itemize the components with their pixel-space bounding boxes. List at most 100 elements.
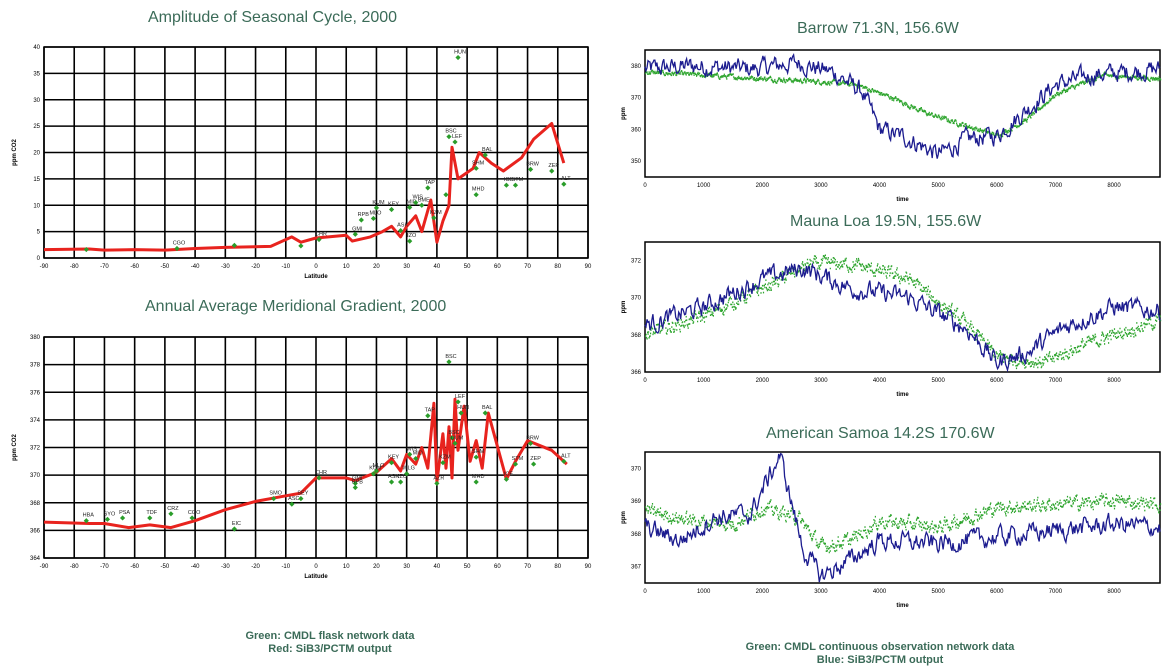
right-legend-note: Green: CMDL continuous observation netwo… xyxy=(700,641,1060,667)
y-tick-label: 370 xyxy=(631,296,642,302)
flask-point xyxy=(440,460,446,466)
y-tick-label: 35 xyxy=(33,71,40,77)
x-tick-label: -20 xyxy=(251,564,260,570)
flask-point xyxy=(168,511,174,517)
flask-point xyxy=(473,479,479,485)
x-axis-title: Latitude xyxy=(304,274,328,280)
flask-point xyxy=(370,215,377,222)
y-tick-label: 366 xyxy=(30,528,41,534)
x-tick-label: 20 xyxy=(373,264,380,270)
x-tick-label: -40 xyxy=(191,564,200,570)
x-tick-label: -70 xyxy=(100,264,109,270)
y-tick-label: 372 xyxy=(631,259,642,265)
x-tick-label: 8000 xyxy=(1107,183,1121,189)
station-label: SYO xyxy=(104,511,116,517)
station-label: SMO xyxy=(269,491,282,497)
station-label: TAP xyxy=(425,180,436,186)
x-tick-label: 2000 xyxy=(756,589,770,595)
x-tick-label: 1000 xyxy=(697,589,711,595)
x-tick-label: 0 xyxy=(314,564,318,570)
flask-point xyxy=(455,399,461,405)
station-label: STM xyxy=(512,456,524,462)
x-tick-label: -10 xyxy=(281,264,290,270)
x-tick-label: 0 xyxy=(643,378,647,384)
x-tick-label: -50 xyxy=(161,264,170,270)
station-label: BSC xyxy=(445,129,456,135)
station-label: MID xyxy=(413,451,423,457)
plot-frame xyxy=(644,451,1161,584)
x-tick-label: 7000 xyxy=(1049,589,1063,595)
x-tick-label: -30 xyxy=(221,264,230,270)
flask-point xyxy=(404,471,410,477)
station-label: WIS xyxy=(413,195,424,201)
y-tick-label: 20 xyxy=(33,151,40,157)
flask-point xyxy=(455,54,461,61)
station-label: TAP xyxy=(425,408,436,414)
x-tick-label: 90 xyxy=(585,264,592,270)
x-tick-label: 6000 xyxy=(990,183,1004,189)
x-tick-label: 1000 xyxy=(697,378,711,384)
station-label: BAL xyxy=(482,147,492,153)
x-tick-label: 7000 xyxy=(1049,183,1063,189)
y-axis-title: ppm CO2 xyxy=(12,139,18,166)
station-label: ASK xyxy=(397,223,408,229)
x-tick-label: 60 xyxy=(494,564,501,570)
station-label: ALT xyxy=(561,176,571,182)
station-label: CHR xyxy=(315,470,327,476)
y-tick-label: 364 xyxy=(30,556,41,562)
flask-point xyxy=(458,410,464,416)
observation-series-green xyxy=(645,254,1162,370)
x-tick-label: 80 xyxy=(554,264,561,270)
x-tick-label: 3000 xyxy=(814,378,828,384)
x-tick-label: 90 xyxy=(585,564,592,570)
flask-point xyxy=(407,451,413,458)
model-series-blue xyxy=(644,53,1161,159)
y-tick-label: 378 xyxy=(30,363,41,369)
flask-point xyxy=(119,515,126,521)
station-label: ASK xyxy=(388,474,399,480)
station-label: IZO xyxy=(398,474,408,480)
x-axis-title: time xyxy=(896,197,909,203)
x-tick-label: 7000 xyxy=(1049,378,1063,384)
y-tick-label: 366 xyxy=(631,370,642,376)
panel5-title: American Samoa 14.2S 170.6W xyxy=(766,425,995,442)
y-tick-label: 370 xyxy=(631,466,642,472)
station-label: WLG xyxy=(402,466,415,472)
y-tick-label: 10 xyxy=(33,203,40,209)
station-label: HBA xyxy=(83,513,95,519)
flask-point xyxy=(289,501,295,507)
flask-point xyxy=(425,185,431,191)
flask-point xyxy=(174,245,180,252)
model-line-red xyxy=(43,122,566,252)
station-label: RPB xyxy=(358,212,370,218)
y-tick-label: 380 xyxy=(30,335,41,341)
station-label: KEY xyxy=(388,201,399,207)
station-label: SHM xyxy=(472,449,485,455)
flask-point xyxy=(316,475,322,481)
flask-point xyxy=(83,246,89,253)
flask-point xyxy=(298,496,304,502)
flask-point xyxy=(482,152,488,158)
x-tick-label: 2000 xyxy=(756,183,770,189)
flask-point xyxy=(370,471,377,477)
flask-point xyxy=(231,242,237,248)
y-tick-label: 0 xyxy=(37,256,41,262)
flask-point xyxy=(352,231,358,237)
station-label: CGO xyxy=(188,510,201,516)
flask-point xyxy=(434,480,440,487)
station-label: BAL xyxy=(482,405,492,411)
flask-point xyxy=(503,182,509,188)
x-tick-label: -40 xyxy=(191,264,200,270)
station-label: MLO xyxy=(369,210,382,216)
station-label: SEY xyxy=(297,491,308,497)
station-label: TDF xyxy=(146,510,157,516)
y-axis-title: ppm xyxy=(621,301,627,314)
x-tick-label: 50 xyxy=(464,264,471,270)
flask-point xyxy=(352,480,358,487)
chart-panel-3: 0 1000 2000 3000 4000 5000 6000 7000 8000 350 360 3… xyxy=(621,49,1162,203)
flask-point xyxy=(413,200,419,206)
x-tick-label: 0 xyxy=(314,264,318,270)
right-legend-green: Green: CMDL continuous observation netwo… xyxy=(745,641,1015,653)
x-tick-label: 1000 xyxy=(697,183,711,189)
station-label: RPB xyxy=(352,480,364,486)
